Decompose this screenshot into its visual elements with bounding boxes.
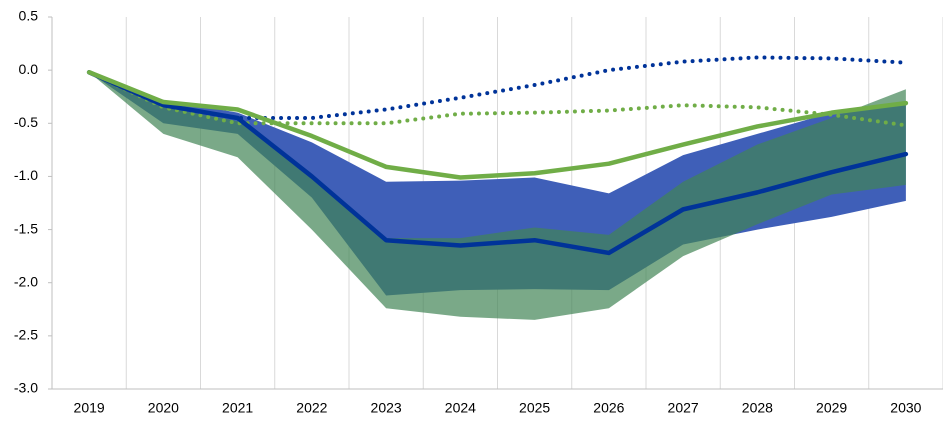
x-tick-label: 2027 bbox=[668, 400, 699, 416]
line-series bbox=[86, 70, 909, 256]
x-tick-label: 2023 bbox=[371, 400, 402, 416]
x-tick-label: 2024 bbox=[445, 400, 476, 416]
x-tick-label: 2019 bbox=[74, 400, 105, 416]
x-tick-label: 2021 bbox=[222, 400, 253, 416]
line-series bbox=[86, 70, 909, 180]
y-tick-label: 0.0 bbox=[19, 61, 39, 77]
line-series bbox=[87, 70, 908, 128]
x-tick-label: 2029 bbox=[816, 400, 847, 416]
y-tick-label: 0.5 bbox=[19, 8, 39, 24]
y-tick-label: -3.0 bbox=[14, 380, 38, 396]
y-tick-label: -2.0 bbox=[14, 273, 38, 289]
x-tick-label: 2026 bbox=[593, 400, 624, 416]
x-tick-label: 2022 bbox=[296, 400, 327, 416]
x-tick-label: 2030 bbox=[890, 400, 921, 416]
x-tick-label: 2020 bbox=[148, 400, 179, 416]
y-tick-label: -1.0 bbox=[14, 167, 38, 183]
y-tick-label: -1.5 bbox=[14, 220, 38, 236]
x-tick-label: 2025 bbox=[519, 400, 550, 416]
y-tick-label: -0.5 bbox=[14, 114, 38, 130]
y-tick-label: -2.5 bbox=[14, 327, 38, 343]
x-tick-label: 2028 bbox=[742, 400, 773, 416]
